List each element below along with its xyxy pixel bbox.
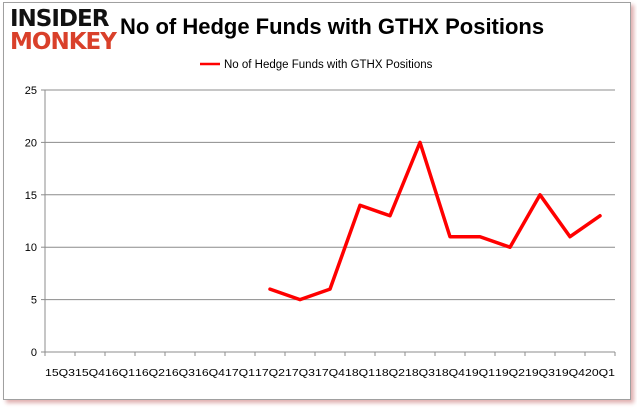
y-tick-label: 25: [25, 85, 37, 97]
x-tick-label: 15Q3: [45, 367, 75, 379]
x-tick-label: 16Q1: [105, 367, 135, 379]
y-tick-label: 20: [25, 137, 37, 149]
x-tick-label: 17Q3: [285, 367, 315, 379]
x-tick-label: 18Q1: [345, 367, 375, 379]
x-tick-label: 17Q4: [315, 367, 345, 379]
insider-monkey-logo: INSIDER MONKEY: [10, 6, 117, 55]
x-tick-label: 15Q4: [75, 367, 105, 379]
chart-frame: [3, 2, 631, 400]
chart-title: No of Hedge Funds with GTHX Positions: [120, 14, 545, 39]
legend-label: No of Hedge Funds with GTHX Positions: [224, 59, 433, 71]
y-tick-label: 10: [25, 242, 37, 254]
x-tick-label: 18Q4: [435, 367, 465, 379]
x-tick-label: 16Q4: [195, 367, 225, 379]
x-tick-label: 18Q3: [405, 367, 435, 379]
x-tick-label: 19Q2: [495, 367, 525, 379]
x-tick-label: 17Q2: [255, 367, 285, 379]
x-tick-label: 19Q3: [525, 367, 555, 379]
y-tick-label: 0: [31, 347, 37, 359]
series-line: [268, 140, 602, 302]
x-tick-label: 19Q1: [465, 367, 495, 379]
x-tick-label: 18Q2: [375, 367, 405, 379]
x-tick-label: 17Q1: [225, 367, 255, 379]
logo-line1: INSIDER: [10, 6, 109, 32]
logo-line2: MONKEY: [10, 29, 117, 55]
x-tick-label: 20Q1: [585, 367, 615, 379]
x-tick-label: 16Q3: [165, 367, 195, 379]
x-tick-label: 19Q4: [555, 367, 585, 379]
y-tick-label: 5: [31, 295, 37, 307]
y-tick-label: 15: [25, 190, 37, 202]
x-tick-label: 16Q2: [135, 367, 165, 379]
